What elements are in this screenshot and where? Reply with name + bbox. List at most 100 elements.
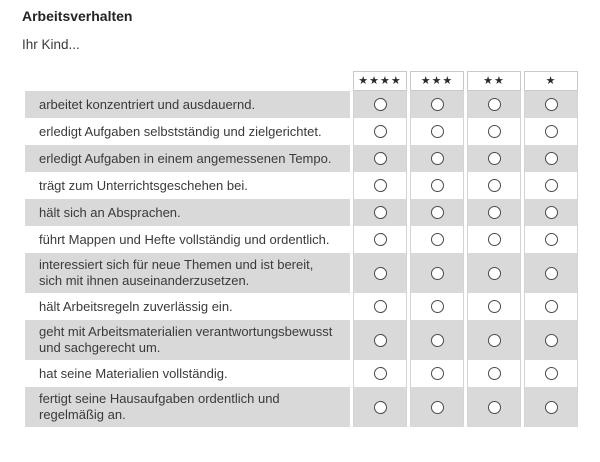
star-rating-icon: ★★★★ xyxy=(358,74,402,87)
radio-cell-row3-2-stars[interactable] xyxy=(467,145,521,172)
radio-cell-row3-3-stars[interactable] xyxy=(410,145,464,172)
radio-cell-row4-3-stars[interactable] xyxy=(410,172,464,199)
radio-button[interactable] xyxy=(373,179,387,192)
radio-cell-row3-1-stars[interactable] xyxy=(524,145,578,172)
radio-cell-row2-1-stars[interactable] xyxy=(524,118,578,145)
radio-button[interactable] xyxy=(487,98,501,111)
radio-button[interactable] xyxy=(373,266,387,280)
radio-cell-row7-2-stars[interactable] xyxy=(467,253,521,293)
row-label: hat seine Materialien vollständig. xyxy=(25,360,350,387)
radio-button[interactable] xyxy=(430,98,444,111)
radio-cell-row2-4-stars[interactable] xyxy=(353,118,407,145)
radio-button[interactable] xyxy=(487,179,501,192)
radio-cell-row1-1-stars[interactable] xyxy=(524,91,578,118)
radio-button[interactable] xyxy=(430,206,444,219)
radio-cell-row11-4-stars[interactable] xyxy=(353,387,407,427)
radio-cell-row5-4-stars[interactable] xyxy=(353,199,407,226)
rating-header-4-stars: ★★★★ xyxy=(353,71,407,91)
radio-button[interactable] xyxy=(487,333,501,347)
radio-button[interactable] xyxy=(430,266,444,280)
radio-cell-row6-4-stars[interactable] xyxy=(353,226,407,253)
radio-button[interactable] xyxy=(487,266,501,280)
radio-button[interactable] xyxy=(430,125,444,138)
radio-button[interactable] xyxy=(430,179,444,192)
radio-cell-row7-4-stars[interactable] xyxy=(353,253,407,293)
radio-button[interactable] xyxy=(373,300,387,313)
radio-button[interactable] xyxy=(544,233,558,246)
table-row: erledigt Aufgaben in einem angemessenen … xyxy=(25,145,578,172)
radio-cell-row1-4-stars[interactable] xyxy=(353,91,407,118)
rating-header-1-stars: ★ xyxy=(524,71,578,91)
radio-cell-row9-1-stars[interactable] xyxy=(524,320,578,360)
radio-button[interactable] xyxy=(373,206,387,219)
radio-cell-row7-3-stars[interactable] xyxy=(410,253,464,293)
radio-cell-row6-3-stars[interactable] xyxy=(410,226,464,253)
radio-button[interactable] xyxy=(487,206,501,219)
radio-button[interactable] xyxy=(544,333,558,347)
radio-cell-row1-2-stars[interactable] xyxy=(467,91,521,118)
radio-cell-row8-2-stars[interactable] xyxy=(467,293,521,320)
radio-button[interactable] xyxy=(430,152,444,165)
radio-cell-row6-2-stars[interactable] xyxy=(467,226,521,253)
radio-button[interactable] xyxy=(373,98,387,111)
radio-cell-row2-3-stars[interactable] xyxy=(410,118,464,145)
radio-cell-row6-1-stars[interactable] xyxy=(524,226,578,253)
radio-button[interactable] xyxy=(487,300,501,313)
radio-cell-row3-4-stars[interactable] xyxy=(353,145,407,172)
radio-button[interactable] xyxy=(487,152,501,165)
radio-cell-row4-1-stars[interactable] xyxy=(524,172,578,199)
radio-cell-row8-4-stars[interactable] xyxy=(353,293,407,320)
radio-button[interactable] xyxy=(373,152,387,165)
radio-cell-row4-2-stars[interactable] xyxy=(467,172,521,199)
radio-cell-row8-3-stars[interactable] xyxy=(410,293,464,320)
radio-button[interactable] xyxy=(544,179,558,192)
radio-button[interactable] xyxy=(373,125,387,138)
radio-button[interactable] xyxy=(487,125,501,138)
star-rating-icon: ★★★ xyxy=(420,74,454,87)
radio-button[interactable] xyxy=(373,233,387,246)
radio-button[interactable] xyxy=(373,333,387,347)
radio-button[interactable] xyxy=(487,367,501,380)
radio-cell-row2-2-stars[interactable] xyxy=(467,118,521,145)
radio-button[interactable] xyxy=(487,400,501,414)
radio-button[interactable] xyxy=(544,125,558,138)
rating-table: ★★★★ ★★★ ★★ ★ arbeitet konzentriert und aus… xyxy=(25,71,578,427)
radio-cell-row10-3-stars[interactable] xyxy=(410,360,464,387)
radio-button[interactable] xyxy=(544,367,558,380)
radio-button[interactable] xyxy=(430,333,444,347)
radio-button[interactable] xyxy=(544,98,558,111)
radio-cell-row10-4-stars[interactable] xyxy=(353,360,407,387)
table-row: fertigt seine Hausaufgaben ordentlich un… xyxy=(25,387,578,427)
radio-cell-row9-3-stars[interactable] xyxy=(410,320,464,360)
radio-button[interactable] xyxy=(544,152,558,165)
radio-cell-row1-3-stars[interactable] xyxy=(410,91,464,118)
radio-button[interactable] xyxy=(430,400,444,414)
radio-button[interactable] xyxy=(430,233,444,246)
radio-button[interactable] xyxy=(544,266,558,280)
radio-cell-row11-3-stars[interactable] xyxy=(410,387,464,427)
radio-button[interactable] xyxy=(430,300,444,313)
radio-cell-row5-1-stars[interactable] xyxy=(524,199,578,226)
radio-cell-row10-1-stars[interactable] xyxy=(524,360,578,387)
radio-button[interactable] xyxy=(544,400,558,414)
rating-header-3-stars: ★★★ xyxy=(410,71,464,91)
radio-cell-row11-2-stars[interactable] xyxy=(467,387,521,427)
row-label: erledigt Aufgaben selbstständig und ziel… xyxy=(25,118,350,145)
radio-cell-row9-4-stars[interactable] xyxy=(353,320,407,360)
radio-button[interactable] xyxy=(544,206,558,219)
radio-button[interactable] xyxy=(430,367,444,380)
radio-cell-row5-3-stars[interactable] xyxy=(410,199,464,226)
radio-cell-row10-2-stars[interactable] xyxy=(467,360,521,387)
row-label: führt Mappen und Hefte vollständig und o… xyxy=(25,226,350,253)
radio-button[interactable] xyxy=(487,233,501,246)
radio-cell-row4-4-stars[interactable] xyxy=(353,172,407,199)
radio-cell-row9-2-stars[interactable] xyxy=(467,320,521,360)
radio-button[interactable] xyxy=(373,400,387,414)
radio-button[interactable] xyxy=(373,367,387,380)
radio-cell-row8-1-stars[interactable] xyxy=(524,293,578,320)
radio-cell-row7-1-stars[interactable] xyxy=(524,253,578,293)
table-row: führt Mappen und Hefte vollständig und o… xyxy=(25,226,578,253)
radio-cell-row5-2-stars[interactable] xyxy=(467,199,521,226)
radio-button[interactable] xyxy=(544,300,558,313)
radio-cell-row11-1-stars[interactable] xyxy=(524,387,578,427)
